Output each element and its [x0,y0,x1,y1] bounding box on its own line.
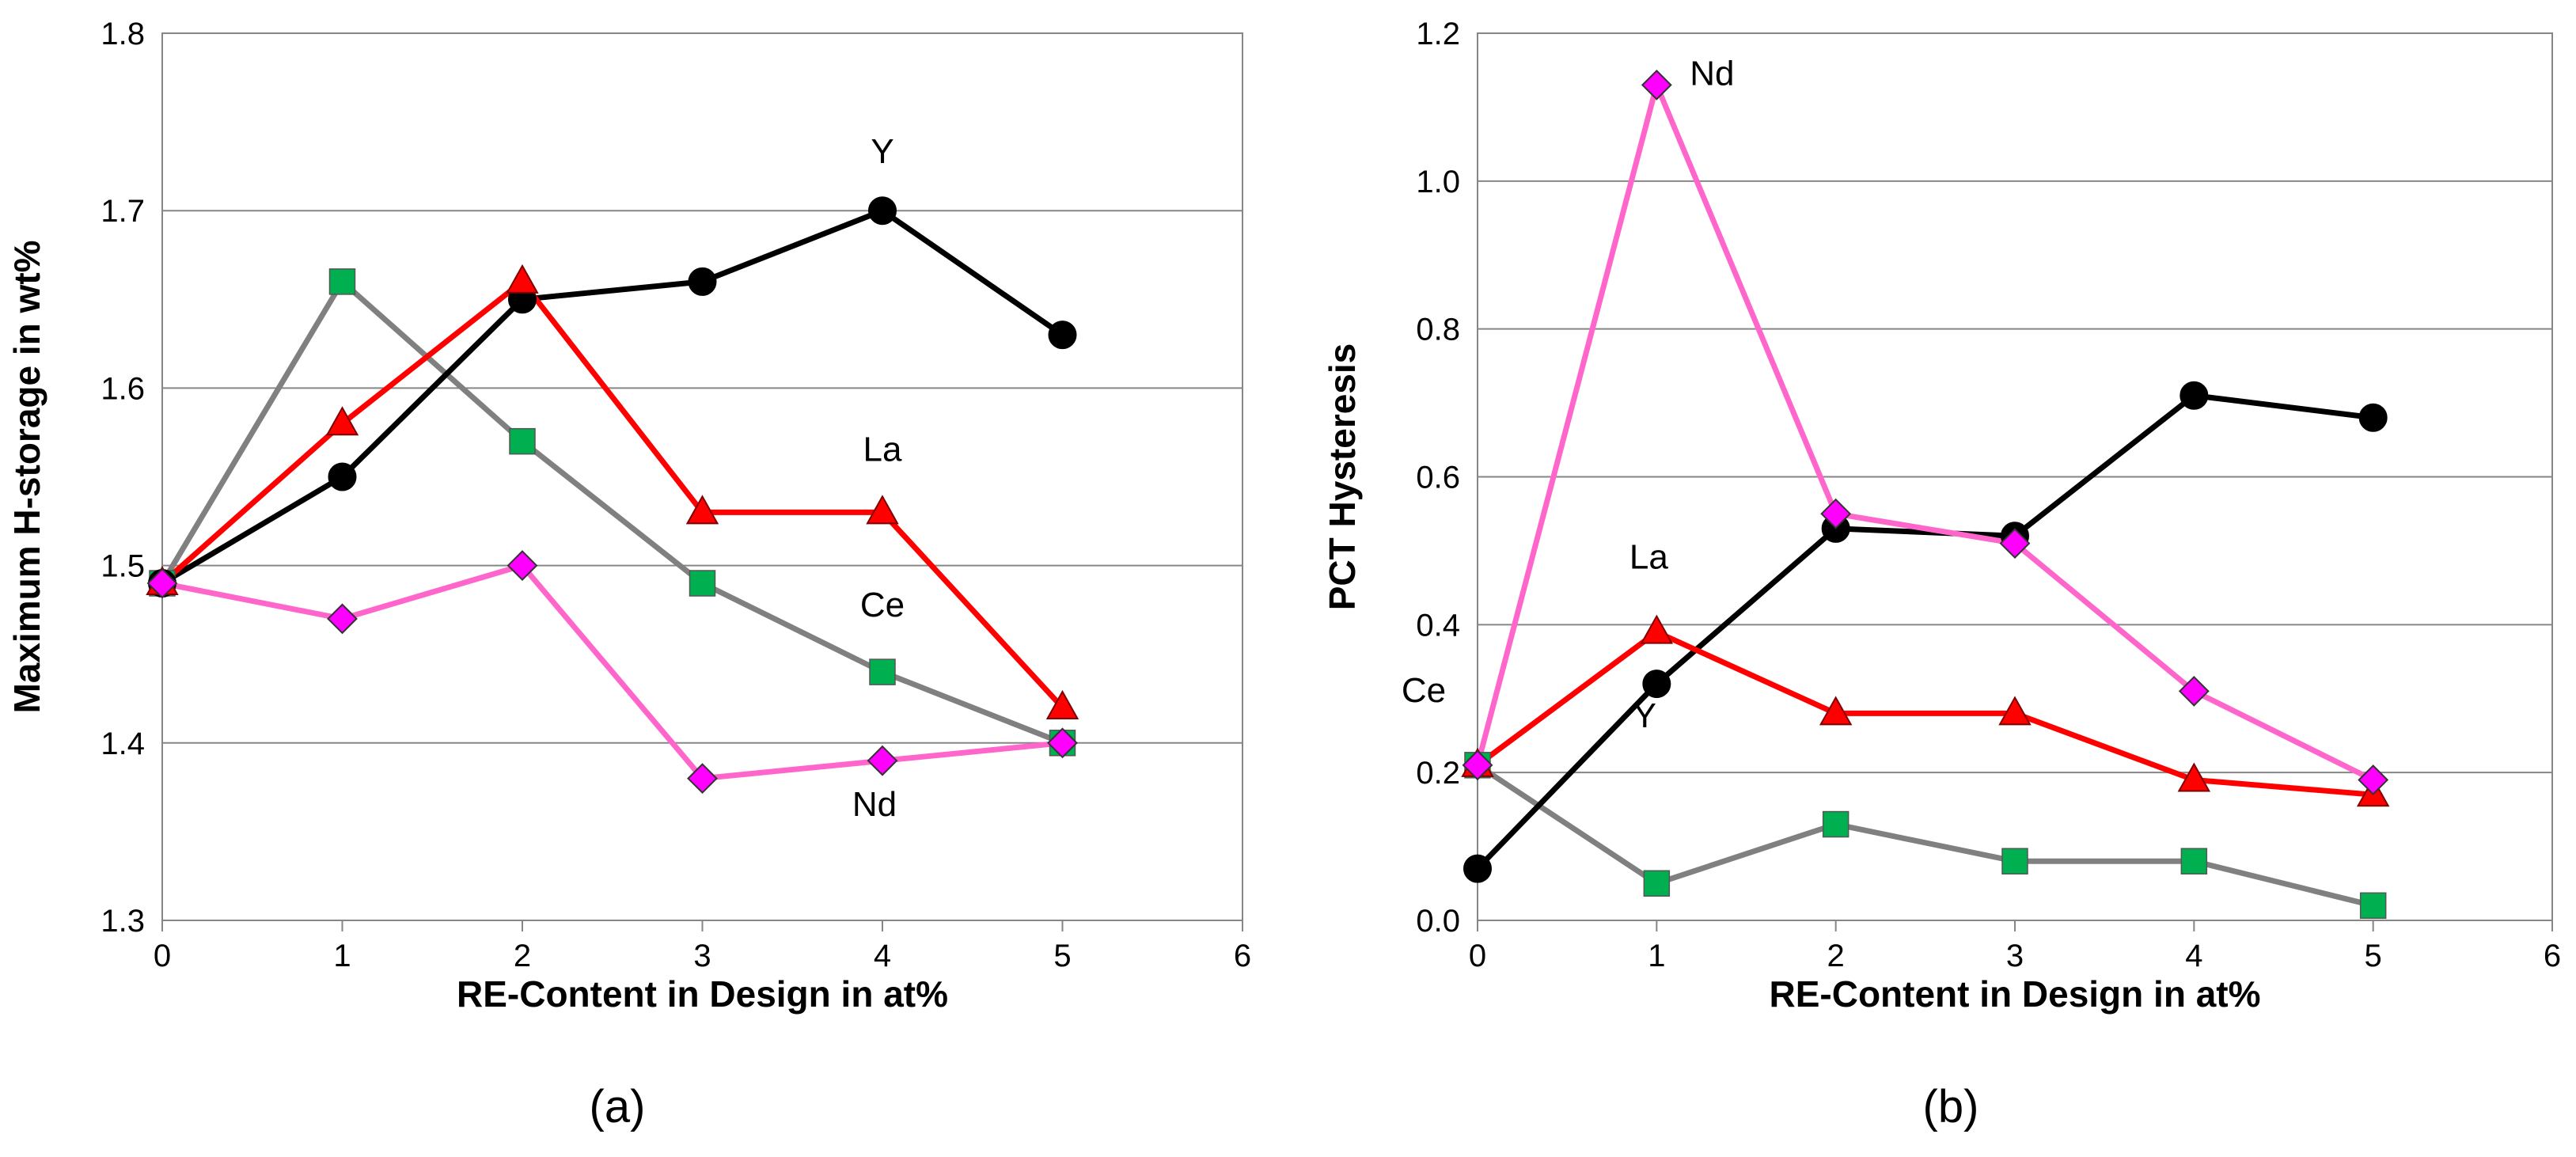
x-tick-label: 1 [1648,939,1665,973]
series-label-la: La [863,430,902,468]
series-label-la: La [1629,538,1668,577]
chart-panel-b: 0.0 0.2 0.4 0.6 0.8 1.0 1.2 0 1 2 3 4 5 6 RE-Content i… [1322,17,2561,1132]
data-point-y [2180,381,2209,410]
x-tick-label: 2 [514,939,531,973]
data-point-ce [689,570,716,597]
x-tick-label: 5 [1053,939,1071,973]
data-point-nd [867,745,898,776]
x-axis-title: RE-Content in Design in at% [457,973,948,1015]
data-point-la [1045,689,1079,719]
series-label-ce: Ce [860,586,905,624]
data-point-ce [328,268,356,295]
data-point-la [506,264,539,294]
series-line-nd [161,563,1063,782]
data-point-nd [146,567,178,599]
y-tick-label: 1.8 [101,17,145,51]
data-point-y [2358,403,2388,432]
series-line-la [1475,629,2373,798]
data-point-ce [2180,848,2208,875]
data-point-y [868,196,897,226]
panel-label: (b) [1923,1081,1979,1132]
data-point-y [328,462,357,491]
data-point-nd [1462,749,1493,781]
x-tick-label: 3 [2006,939,2024,973]
x-tick-label: 6 [1234,939,1251,973]
data-point-la [325,406,359,436]
series-label-ce: Ce [1402,671,1446,710]
y-tick-label: 1.5 [101,549,145,584]
series-label-y: Y [871,132,893,171]
data-point-nd [506,550,538,582]
series-label-nd: Nd [1690,54,1734,93]
data-point-nd [327,603,358,635]
series-line-ce [1476,762,2374,909]
data-point-ce [2359,892,2387,920]
series-label-nd: Nd [852,785,897,824]
y-axis-title: PCT Hysteresis [1322,343,1363,611]
y-tick-label: 0.2 [1416,756,1460,791]
data-point-ce [1822,810,1849,838]
y-tick-label: 0.8 [1416,313,1460,347]
data-point-y [1048,321,1077,350]
data-point-la [685,495,719,525]
data-point-la [866,495,899,525]
x-tick-label: 6 [2544,939,2561,973]
x-tick-label: 4 [874,939,891,973]
x-tick-label: 3 [693,939,711,973]
x-tick-label: 2 [1827,939,1845,973]
data-point-la [1640,614,1674,644]
data-point-ce [2001,848,2028,875]
x-tick-label: 0 [154,939,171,973]
y-tick-label: 1.2 [1416,17,1460,51]
data-point-la [2177,762,2211,792]
y-axis-title: Maximum H-storage in wt% [6,240,47,713]
data-point-nd [687,763,718,795]
x-axis-title: RE-Content in Design in at% [1770,973,2261,1015]
x-tick-label: 5 [2365,939,2382,973]
data-point-y [1463,854,1492,883]
y-tick-label: 1.4 [101,726,145,761]
data-point-nd [2358,764,2389,795]
data-point-la [1998,696,2032,726]
y-tick-label: 1.6 [101,371,145,406]
series-line-ce [159,279,1064,746]
y-tick-label: 0.0 [1416,904,1460,939]
y-tick-label: 0.4 [1416,608,1460,643]
x-tick-label: 4 [2185,939,2202,973]
data-point-ce [509,427,536,455]
y-tick-label: 1.3 [101,904,145,939]
series-line-y [161,207,1064,586]
series-label-y: Y [1633,696,1656,735]
data-point-nd [1641,69,1672,101]
data-point-ce [1643,870,1671,897]
series-line-nd [1474,82,2375,783]
y-tick-label: 0.6 [1416,461,1460,495]
data-point-ce [869,658,896,685]
data-point-y [688,267,717,296]
data-point-la [1819,696,1853,726]
data-point-nd [1999,528,2031,559]
x-tick-label: 0 [1469,939,1486,973]
data-point-y [1642,670,1671,699]
chart-panel-a: 1.3 1.4 1.5 1.6 1.7 1.8 0 1 2 3 4 5 6 RE-Content in D… [6,17,1251,1132]
x-tick-label: 1 [333,939,351,973]
y-tick-label: 1.0 [1416,165,1460,199]
data-point-nd [2178,675,2210,707]
series-line-y [1475,393,2374,871]
data-point-nd [1820,498,1852,529]
series-line-la [160,279,1065,710]
data-point-nd [1047,727,1078,759]
y-tick-label: 1.7 [101,194,145,229]
panel-label: (a) [590,1081,646,1132]
